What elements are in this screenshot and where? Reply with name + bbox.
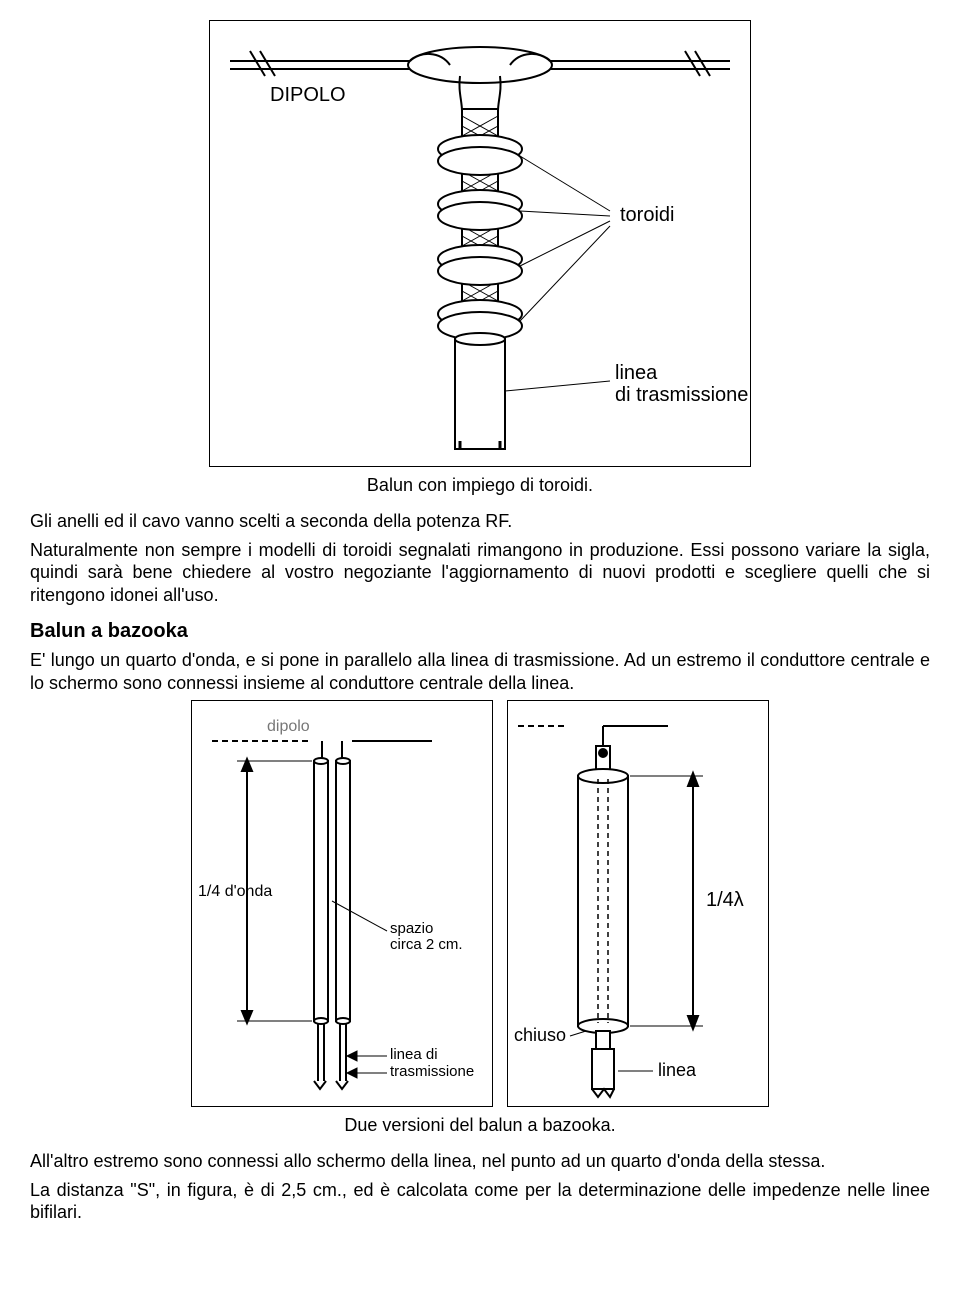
label-right-chiuso: chiuso [514, 1025, 566, 1045]
label-right-quarter: 1/4λ [706, 889, 744, 911]
paragraph-4: All'altro estremo sono connessi allo sch… [30, 1150, 930, 1173]
label-left-linea2: trasmissione [390, 1063, 474, 1080]
label-linea1: linea [615, 362, 658, 384]
heading-balun-bazooka: Balun a bazooka [30, 620, 930, 643]
figure-1: DIPOLO toroidi linea di trasmissione [30, 20, 930, 467]
label-toroidi: toroidi [620, 204, 674, 226]
figure-1-frame: DIPOLO toroidi linea di trasmissione [209, 20, 751, 467]
label-dipolo: DIPOLO [270, 84, 346, 106]
figure-2-left-frame: dipolo [191, 700, 493, 1107]
label-left-linea1: linea di [390, 1046, 438, 1063]
figure-1-caption: Balun con impiego di toroidi. [30, 475, 930, 496]
figure-2: dipolo [30, 700, 930, 1107]
label-linea2: di trasmissione [615, 384, 748, 406]
paragraph-2: Naturalmente non sempre i modelli di tor… [30, 539, 930, 607]
figure-2-right-frame: 1/4λ chiuso linea [507, 700, 769, 1107]
label-right-linea: linea [658, 1060, 697, 1080]
bazooka-right-diagram: 1/4λ chiuso linea [508, 701, 768, 1101]
figure-2-caption: Due versioni del balun a bazooka. [30, 1115, 930, 1136]
paragraph-3: E' lungo un quarto d'onda, e si pone in … [30, 649, 930, 694]
label-left-dipolo: dipolo [267, 718, 310, 735]
paragraph-1: Gli anelli ed il cavo vanno scelti a sec… [30, 510, 930, 533]
label-left-spazio1: spazio [390, 920, 433, 937]
paragraph-5: La distanza "S", in figura, è di 2,5 cm.… [30, 1179, 930, 1224]
label-left-spazio2: circa 2 cm. [390, 936, 463, 953]
balun-toroid-diagram: DIPOLO toroidi linea di trasmissione [210, 21, 750, 461]
label-left-quarter: 1/4 d'onda [198, 883, 272, 900]
bazooka-left-diagram: dipolo [192, 701, 492, 1101]
